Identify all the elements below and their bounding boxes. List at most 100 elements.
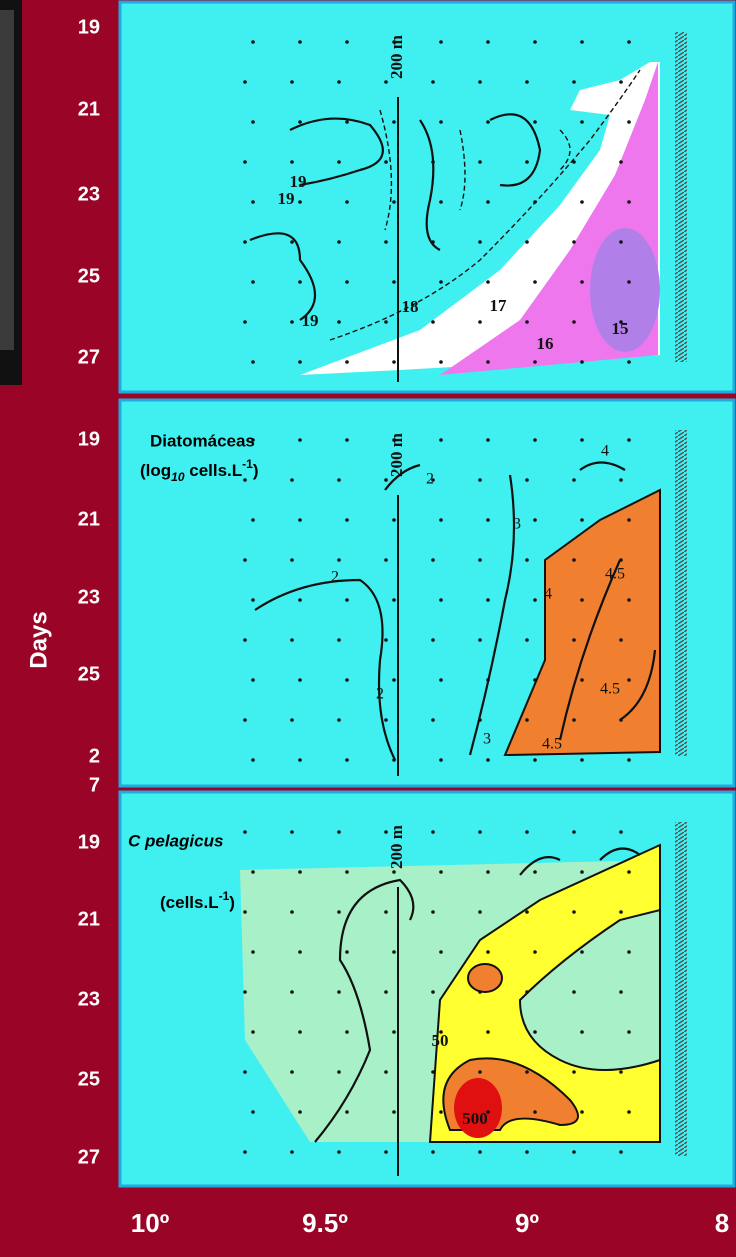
sample-dot (627, 1110, 631, 1114)
unit-part: (cells.L (160, 893, 219, 912)
sample-dot (486, 950, 490, 954)
contour-label: 500 (462, 1109, 488, 1128)
sample-dot (478, 1150, 482, 1154)
sample-dot (431, 80, 435, 84)
sample-dot (439, 280, 443, 284)
sample-dot (439, 870, 443, 874)
sample-dot (439, 200, 443, 204)
contour (254, 578, 396, 761)
sample-dot (619, 478, 623, 482)
sample-dot (337, 80, 341, 84)
sample-dot (486, 40, 490, 44)
sample-dot (580, 1110, 584, 1114)
sample-dot (431, 160, 435, 164)
sample-dot (384, 830, 388, 834)
unit-part: ) (229, 893, 235, 912)
sample-dot (439, 1110, 443, 1114)
sample-dot (439, 598, 443, 602)
sample-dot (486, 1110, 490, 1114)
sample-dot (572, 830, 576, 834)
sample-dot (298, 40, 302, 44)
sample-dot (525, 320, 529, 324)
sample-dot (572, 320, 576, 324)
sample-dot (243, 478, 247, 482)
sample-dot (345, 518, 349, 522)
sample-dot (627, 200, 631, 204)
sample-dot (243, 1070, 247, 1074)
isobath-label: 200 m (387, 825, 406, 869)
coastline (675, 32, 687, 362)
sample-dot (384, 990, 388, 994)
sample-dot (486, 200, 490, 204)
sample-dot (486, 120, 490, 124)
sample-dot (431, 718, 435, 722)
sample-dot (345, 360, 349, 364)
contour-label: 19 (278, 189, 295, 208)
sample-dot (431, 558, 435, 562)
region-green-inner (518, 908, 661, 1071)
sample-dot (345, 678, 349, 682)
sample-dot (251, 1110, 255, 1114)
sample-dot (439, 40, 443, 44)
sample-dot (627, 518, 631, 522)
sample-dot (486, 518, 490, 522)
sample-dot (533, 758, 537, 762)
isobath-label: 200 m (387, 433, 406, 477)
sample-dot (572, 1150, 576, 1154)
sample-dot (290, 80, 294, 84)
sample-dot (337, 830, 341, 834)
contour (329, 69, 641, 341)
sample-dot (627, 598, 631, 602)
sample-dot (627, 950, 631, 954)
sample-dot (627, 40, 631, 44)
sample-dot (392, 120, 396, 124)
y-tick-label: 19 (78, 831, 100, 853)
sample-dot (251, 598, 255, 602)
contour-label: 3 (513, 516, 521, 533)
sample-dot (392, 598, 396, 602)
coastline (675, 430, 687, 756)
sample-dot (290, 638, 294, 642)
sample-dot (345, 870, 349, 874)
sample-dot (345, 598, 349, 602)
y-tick-label: 19 (78, 428, 100, 450)
sample-dot (251, 438, 255, 442)
unit-part: (log (140, 461, 171, 480)
sample-dot (627, 1030, 631, 1034)
sample-dot (486, 280, 490, 284)
x-tick-label: 8 (715, 1208, 729, 1238)
panel-unit: (cells.L-1) (160, 889, 235, 912)
sample-dot (243, 718, 247, 722)
unit-part: 10 (171, 470, 185, 484)
sample-dot (439, 758, 443, 762)
contour (379, 109, 571, 231)
sample-dot (337, 1070, 341, 1074)
sample-dot (572, 160, 576, 164)
sample-dot (290, 718, 294, 722)
contour (314, 878, 415, 1143)
sample-dot (290, 830, 294, 834)
contour-label: 50 (432, 1031, 449, 1050)
sample-dot (431, 478, 435, 482)
y-tick-label: 19 (78, 16, 100, 38)
sample-dot (290, 240, 294, 244)
sample-dot (290, 1150, 294, 1154)
sample-dot (478, 160, 482, 164)
unit-part: -1 (219, 889, 230, 903)
contour-label: 19 (302, 311, 319, 330)
sample-dot (572, 80, 576, 84)
sample-dot (337, 320, 341, 324)
sample-dot (627, 870, 631, 874)
sample-dot (486, 598, 490, 602)
sample-dot (298, 280, 302, 284)
sample-dot (431, 830, 435, 834)
sample-dot (439, 678, 443, 682)
sample-dot (345, 120, 349, 124)
sample-dot (533, 1030, 537, 1034)
sample-dot (533, 1110, 537, 1114)
sample-dot (627, 360, 631, 364)
contour-label: 2 (331, 569, 339, 586)
contour (468, 474, 516, 756)
sample-dot (627, 678, 631, 682)
sample-dot (486, 438, 490, 442)
